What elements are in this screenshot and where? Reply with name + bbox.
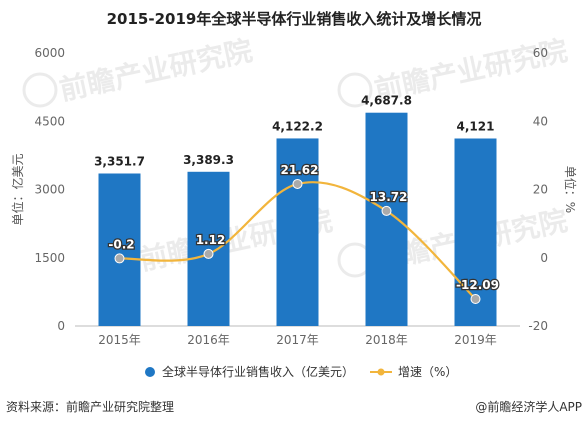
growth-point (381, 205, 392, 216)
y-tick-label: 3000 (34, 183, 65, 197)
growth-point (114, 253, 125, 264)
bar (187, 171, 230, 326)
bar (98, 173, 141, 326)
growth-point (203, 248, 214, 259)
x-tick-label: 2017年 (276, 333, 319, 347)
bar-value-label: 4,122.2 (272, 119, 323, 133)
growth-value-label: -12.09 (456, 278, 499, 292)
legend-bar-label: 全球半导体行业销售收入（亿美元） (162, 364, 354, 379)
y2-tick-label: 20 (533, 183, 548, 197)
y-tick-label: 0 (57, 319, 65, 333)
x-tick-label: 2016年 (187, 333, 230, 347)
bar (276, 138, 319, 326)
watermark: 前瞻产业研究院 (22, 34, 256, 108)
bars (98, 112, 497, 326)
legend-line-label: 增速（%） (398, 365, 457, 379)
y2-tick-label: 0 (540, 251, 548, 265)
axes: 0 1500 3000 4500 6000 -20 0 20 40 60 2015年 2016年 201… (10, 46, 578, 347)
y2-axis-title: 单位：% (563, 166, 578, 213)
legend: 全球半导体行业销售收入（亿美元） 增速（%） (145, 364, 457, 379)
legend-line-marker (377, 368, 385, 376)
growth-point (292, 178, 303, 189)
bar-value-label: 3,389.3 (183, 153, 234, 167)
growth-line (114, 178, 481, 305)
y2-tick-label: 40 (533, 114, 548, 128)
y-axis-title: 单位：亿美元 (10, 153, 25, 225)
bar (365, 112, 408, 326)
bar-value-label: 3,351.7 (94, 154, 145, 168)
x-tick-label: 2019年 (454, 333, 497, 347)
y-tick-label: 1500 (34, 251, 65, 265)
source-note: 资料来源：前瞻产业研究院整理 (6, 400, 175, 414)
growth-value-label: 21.62 (281, 163, 319, 177)
y-tick-label: 4500 (34, 114, 65, 128)
growth-point (470, 294, 481, 305)
x-tick-label: 2015年 (98, 333, 141, 347)
growth-value-label: 1.12 (196, 233, 226, 247)
growth-value-label: 13.72 (370, 190, 408, 204)
watermark-text: 前瞻产业研究院 (57, 34, 256, 107)
watermark-logo-icon (22, 72, 58, 108)
y2-tick-label: 60 (533, 46, 548, 60)
y2-tick-label: -20 (528, 319, 548, 333)
credit-note: @前瞻经济学人APP (475, 400, 582, 414)
growth-value-label: -0.2 (108, 237, 134, 251)
legend-bar-swatch (145, 367, 155, 377)
watermark-logo-icon (337, 72, 373, 108)
chart-title: 2015-2019年全球半导体行业销售收入统计及增长情况 (106, 10, 482, 28)
data-labels: 3,351.7 3,389.3 4,122.2 4,687.8 4,121 -0.2 1.1… (94, 94, 500, 294)
bar-value-label: 4,687.8 (361, 94, 412, 108)
bar-value-label: 4,121 (457, 119, 495, 133)
y-tick-label: 6000 (34, 46, 65, 60)
x-tick-label: 2018年 (365, 333, 408, 347)
